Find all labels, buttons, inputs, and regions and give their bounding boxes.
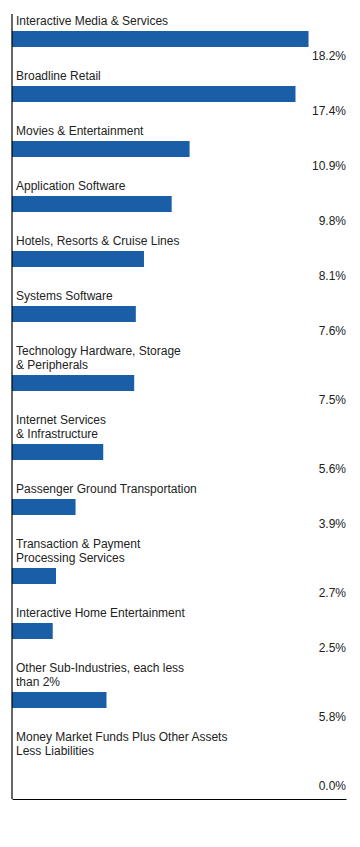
category-label: Other Sub-Industries, each lessthan 2%	[16, 661, 184, 689]
bar	[12, 251, 144, 267]
category-label: Interactive Home Entertainment	[16, 606, 185, 620]
bar	[12, 375, 134, 391]
category-label: Passenger Ground Transportation	[16, 482, 197, 496]
value-label: 3.9%	[319, 517, 347, 531]
category-label: Transaction & PaymentProcessing Services	[16, 537, 141, 565]
x-axis	[13, 799, 347, 800]
category-label: Movies & Entertainment	[16, 124, 144, 138]
value-label: 18.2%	[312, 49, 346, 63]
value-label: 5.8%	[319, 710, 347, 724]
category-label: Technology Hardware, Storage& Peripheral…	[16, 344, 181, 372]
value-label: 0.0%	[319, 779, 347, 793]
zero-line	[11, 14, 12, 799]
bar	[12, 141, 190, 157]
category-label: Hotels, Resorts & Cruise Lines	[16, 234, 179, 248]
category-label: Broadline Retail	[16, 69, 101, 83]
bars	[12, 31, 309, 708]
chart-container: Interactive Media & Services Broadline Re…	[0, 0, 360, 847]
category-labels: Interactive Media & Services Broadline Re…	[16, 14, 227, 758]
bar	[12, 623, 53, 639]
value-label: 8.1%	[319, 269, 347, 283]
value-label: 17.4%	[312, 104, 346, 118]
value-labels: 18.2% 17.4% 10.9% 9.8% 8.1% 7.6% 7.5% 5.6% 3.9% 2…	[312, 49, 346, 793]
x-axis-line	[13, 799, 347, 800]
bar	[12, 692, 106, 708]
bar	[12, 568, 56, 584]
category-label: Interactive Media & Services	[16, 14, 168, 28]
category-label: Money Market Funds Plus Other AssetsLess…	[16, 730, 227, 758]
value-label: 2.5%	[319, 641, 347, 655]
bar	[12, 31, 309, 47]
value-label: 2.7%	[319, 586, 347, 600]
category-label: Systems Software	[16, 289, 113, 303]
bar	[12, 306, 136, 322]
bar	[12, 444, 103, 460]
bar	[12, 86, 295, 102]
value-label: 10.9%	[312, 159, 346, 173]
value-label: 7.6%	[319, 324, 347, 338]
chart-svg: Interactive Media & Services Broadline Re…	[0, 0, 360, 847]
value-label: 9.8%	[319, 214, 347, 228]
bar	[12, 499, 76, 515]
value-label: 5.6%	[319, 462, 347, 476]
category-label: Internet Services& Infrastructure	[16, 413, 106, 441]
category-label: Application Software	[16, 179, 126, 193]
bar	[12, 196, 172, 212]
value-label: 7.5%	[319, 393, 347, 407]
